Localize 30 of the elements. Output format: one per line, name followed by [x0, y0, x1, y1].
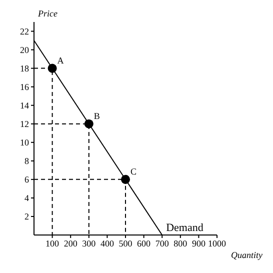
series-label: Demand — [166, 222, 204, 234]
annotation: A — [57, 55, 64, 66]
x-tick-label: 100 — [46, 238, 60, 248]
y-tick-label: 22 — [20, 26, 29, 36]
y-tick-label: 6 — [24, 174, 30, 185]
point — [120, 174, 130, 184]
point — [48, 64, 57, 73]
y-tick-label: 16 — [20, 82, 30, 92]
annotation: C — [130, 166, 137, 176]
x-tick-label: 700 — [155, 238, 170, 248]
y-tick-label: 18 — [20, 64, 30, 74]
x-tick-label: 600 — [137, 238, 152, 248]
point — [84, 119, 94, 128]
y-axis-title: Price — [37, 8, 58, 18]
y-tick-label: 8 — [24, 156, 30, 166]
x-tick-label: 500 — [118, 238, 133, 248]
annotation: B — [94, 110, 100, 121]
y-tick-label: 12 — [20, 119, 29, 130]
y-tick-label: 20 — [20, 44, 30, 55]
x-axis-title: Quantity — [231, 250, 262, 260]
x-tick-label: 900 — [192, 238, 206, 248]
x-tick-label: 400 — [100, 238, 114, 248]
y-tick-label: 2 — [24, 212, 29, 222]
y-tick-label: 4 — [24, 193, 30, 204]
x-tick-label: 200 — [64, 238, 78, 248]
x-tick-label: 1000 — [208, 238, 226, 248]
x-tick-label: 300 — [82, 238, 96, 248]
x-tick-label: 800 — [174, 238, 188, 248]
y-tick-label: 10 — [20, 138, 30, 148]
y-tick-label: 14 — [20, 100, 30, 111]
